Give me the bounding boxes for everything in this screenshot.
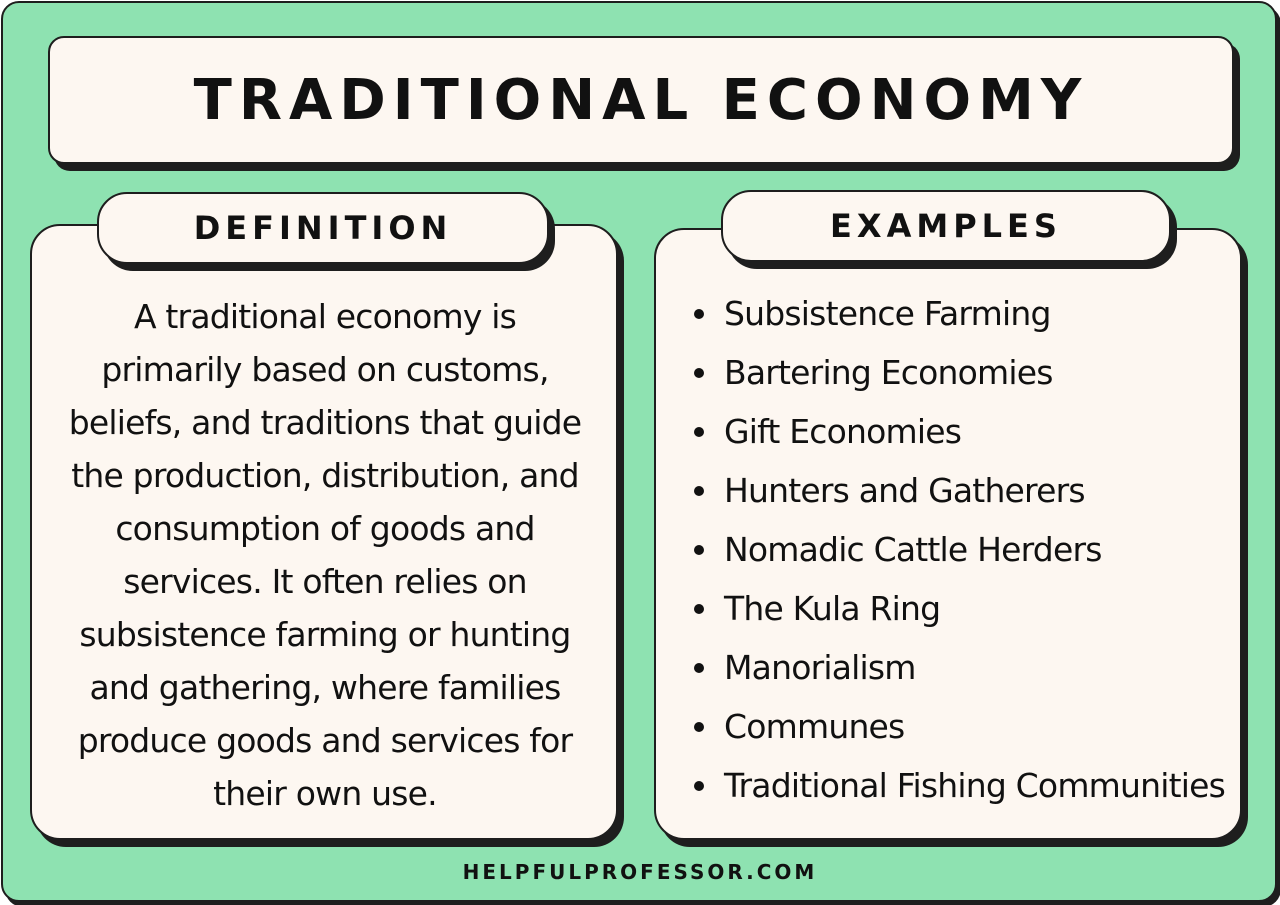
list-item: Bartering Economies [690, 349, 1225, 408]
list-item: The Kula Ring [690, 585, 1225, 644]
examples-list: Subsistence Farming Bartering Economies … [690, 290, 1226, 821]
list-item: Traditional Fishing Communities [690, 762, 1226, 821]
example-label: Gift Economies [724, 412, 962, 451]
examples-tab: EXAMPLES [721, 190, 1171, 262]
bullet-icon [694, 486, 704, 496]
example-label: Nomadic Cattle Herders [724, 530, 1102, 569]
example-label: Traditional Fishing Communities [724, 766, 1226, 805]
bullet-icon [694, 604, 704, 614]
example-label: Hunters and Gatherers [724, 471, 1086, 510]
list-item: Gift Economies [690, 408, 1225, 467]
definition-tab: DEFINITION [97, 192, 549, 264]
bullet-icon [694, 368, 704, 378]
bullet-icon [694, 663, 704, 673]
list-item: Subsistence Farming [690, 290, 1225, 349]
definition-text: A traditional economy is primarily based… [68, 297, 582, 813]
example-label: Communes [724, 707, 905, 746]
title-card: TRADITIONAL ECONOMY [48, 36, 1234, 164]
bullet-icon [694, 722, 704, 732]
list-item: Communes [690, 703, 1225, 762]
bullet-icon [694, 309, 704, 319]
bullet-icon [694, 427, 704, 437]
page-title: TRADITIONAL ECONOMY [193, 67, 1089, 133]
definition-heading: DEFINITION [193, 209, 453, 247]
list-item: Nomadic Cattle Herders [690, 526, 1225, 585]
examples-panel [654, 228, 1242, 840]
example-label: The Kula Ring [724, 589, 941, 628]
examples-heading: EXAMPLES [830, 207, 1062, 245]
example-label: Manorialism [724, 648, 916, 687]
example-label: Subsistence Farming [724, 294, 1051, 333]
footer-site-link[interactable]: HELPFULPROFESSOR.COM [462, 860, 818, 884]
example-label: Bartering Economies [724, 353, 1053, 392]
list-item: Hunters and Gatherers [690, 467, 1225, 526]
list-item: Manorialism [690, 644, 1225, 703]
definition-panel [30, 224, 618, 840]
bullet-icon [694, 781, 704, 791]
bullet-icon [694, 545, 704, 555]
